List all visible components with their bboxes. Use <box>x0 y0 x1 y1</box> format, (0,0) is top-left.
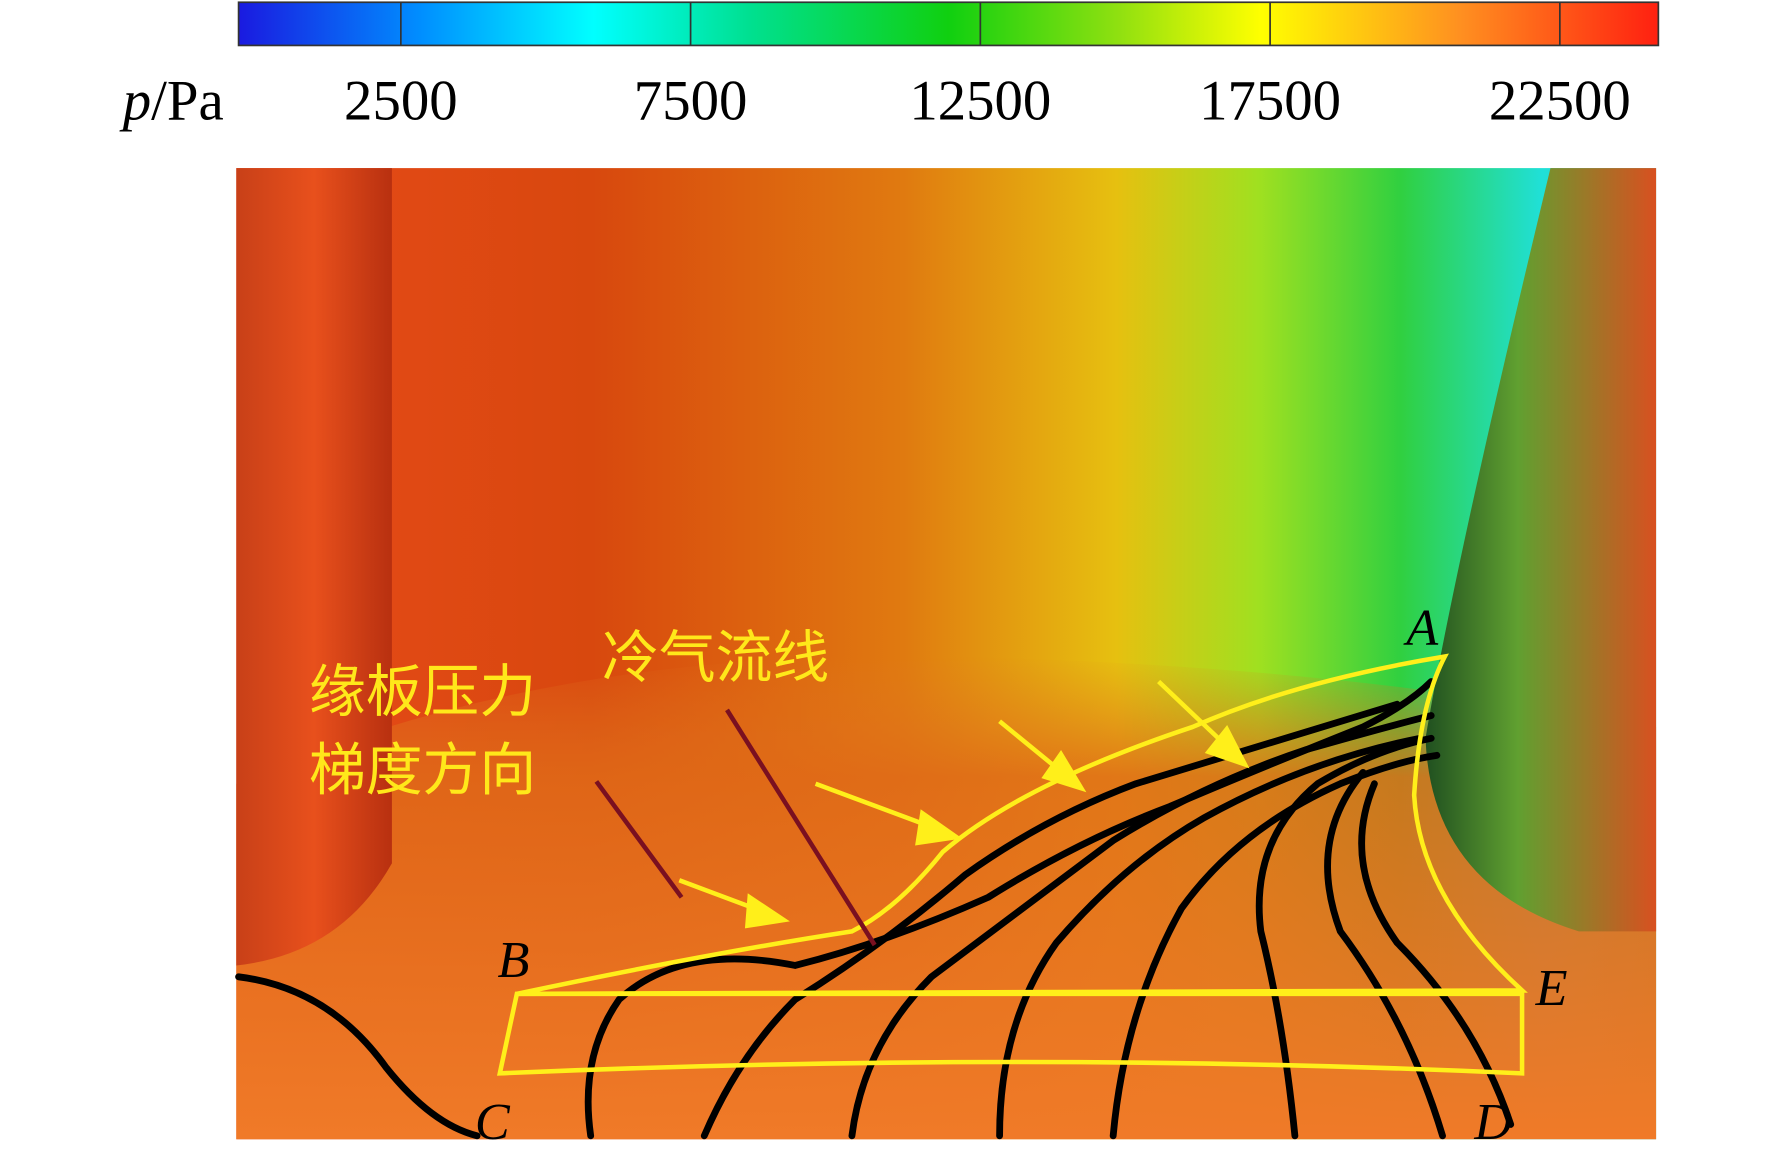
regions <box>496 653 1528 1076</box>
point-label: C <box>475 1093 511 1151</box>
right-blade <box>1425 168 1657 932</box>
leader-lines <box>594 708 877 947</box>
point-label: D <box>1473 1093 1512 1151</box>
colorbar <box>237 1 1660 47</box>
annotation: 冷气流线 <box>602 627 829 690</box>
endwall <box>236 655 1657 1140</box>
left-blade <box>236 168 392 966</box>
tick-label: 17500 <box>1199 69 1341 132</box>
point-label: E <box>1535 959 1568 1017</box>
tick-label: 7500 <box>634 69 748 132</box>
point-label: B <box>498 931 530 989</box>
symbol: p <box>119 69 151 132</box>
tick-label: 22500 <box>1489 69 1631 132</box>
unit: /Pa <box>151 69 224 132</box>
annotation: 梯度方向 <box>309 739 536 802</box>
colorbar-label: p/Pa <box>119 69 224 132</box>
annotation: 缘板压力 <box>309 661 536 724</box>
point-label: A <box>1403 599 1439 657</box>
tick-label: 12500 <box>909 69 1051 132</box>
arrows <box>678 679 1250 929</box>
tick-label: 2500 <box>344 69 458 132</box>
